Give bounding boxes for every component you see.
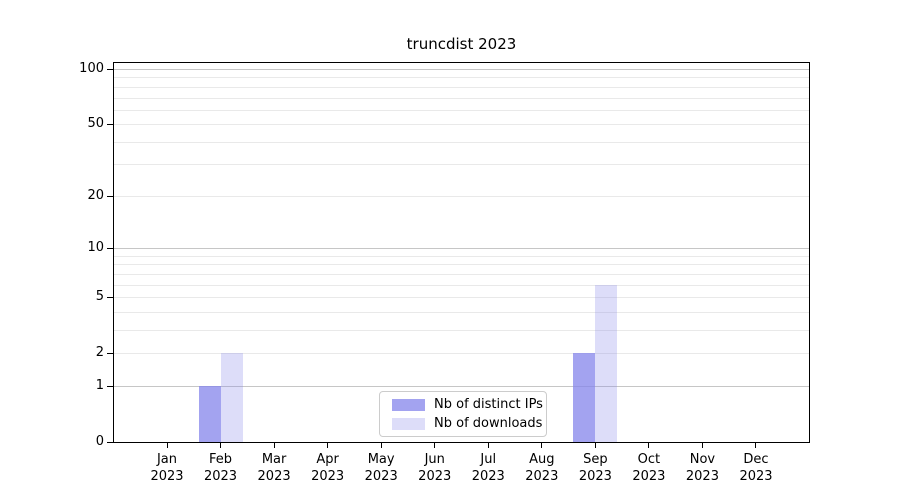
y-gridline-minor: [114, 264, 809, 266]
x-tick-label: Apr 2023: [311, 452, 345, 484]
x-tick-mark: [273, 443, 275, 448]
x-tick-mark: [380, 443, 382, 448]
x-tick-mark: [594, 443, 596, 448]
x-tick-mark: [166, 443, 168, 448]
bar-downloads: [220, 353, 243, 442]
x-tick-label: Jul 2023: [471, 452, 505, 484]
y-tick-label: 50: [87, 116, 104, 132]
x-tick-label: Aug 2023: [525, 452, 559, 484]
x-tick-label: Dec 2023: [739, 452, 773, 484]
y-gridline-major: [114, 248, 809, 250]
y-gridline-minor: [114, 353, 809, 355]
y-tick-label: 2: [95, 345, 104, 361]
y-gridline-major: [114, 69, 809, 70]
y-gridline-minor: [114, 284, 809, 286]
x-tick-mark: [755, 443, 757, 448]
y-tick-mark: [107, 353, 113, 355]
y-gridline-minor: [114, 109, 809, 111]
plot-area: Nb of distinct IPs Nb of downloads: [113, 62, 810, 443]
y-gridline-minor: [114, 124, 809, 126]
x-tick-mark: [648, 443, 650, 448]
legend-label: Nb of distinct IPs: [434, 397, 543, 412]
y-gridline-minor: [114, 297, 809, 299]
y-gridline-major: [114, 385, 809, 387]
y-tick-mark: [107, 385, 113, 387]
y-gridline-minor: [114, 86, 809, 88]
y-gridline-minor: [114, 311, 809, 313]
x-tick-mark: [701, 443, 703, 448]
y-gridline-minor: [114, 329, 809, 331]
chart-title: truncdist 2023: [406, 35, 517, 53]
y-gridline-minor: [114, 195, 809, 197]
x-tick-label: Jun 2023: [418, 452, 452, 484]
legend-swatch-distinct-ips-icon: [392, 398, 425, 411]
x-tick-label: Nov 2023: [685, 452, 719, 484]
y-tick-label: 5: [95, 289, 104, 305]
y-tick-label: 100: [79, 61, 104, 76]
legend-swatch-downloads-icon: [392, 417, 425, 430]
y-gridline-minor: [114, 273, 809, 275]
y-tick-mark: [107, 124, 113, 126]
y-tick-mark: [107, 248, 113, 250]
bar-downloads: [595, 285, 618, 442]
x-tick-label: Oct 2023: [632, 452, 666, 484]
y-gridline-minor: [114, 77, 809, 79]
legend-label: Nb of downloads: [434, 416, 543, 431]
x-tick-label: Sep 2023: [578, 452, 612, 484]
x-tick-mark: [434, 443, 436, 448]
y-tick-label: 1: [95, 377, 104, 393]
y-tick-mark: [107, 442, 113, 443]
y-tick-mark: [107, 69, 113, 70]
y-gridline-minor: [114, 97, 809, 99]
x-tick-label: Jan 2023: [150, 452, 184, 484]
x-tick-label: May 2023: [364, 452, 398, 484]
x-tick-mark: [327, 443, 329, 448]
legend: Nb of distinct IPs Nb of downloads: [379, 391, 547, 437]
y-tick-label: 10: [87, 240, 104, 256]
y-tick-label: 20: [87, 187, 104, 203]
x-tick-mark: [487, 443, 489, 448]
y-gridline-minor: [114, 164, 809, 166]
bar-distinct-ips: [198, 386, 221, 442]
x-tick-label: Mar 2023: [257, 452, 291, 484]
y-tick-label: 0: [95, 434, 104, 449]
y-gridline-minor: [114, 141, 809, 143]
bar-distinct-ips: [573, 353, 596, 442]
y-gridline-minor: [114, 255, 809, 257]
x-tick-label: Feb 2023: [203, 452, 238, 484]
y-tick-mark: [107, 195, 113, 197]
x-tick-mark: [220, 443, 222, 448]
x-tick-mark: [541, 443, 543, 448]
legend-item: Nb of distinct IPs: [380, 397, 546, 412]
y-tick-mark: [107, 297, 113, 299]
legend-item: Nb of downloads: [380, 416, 546, 431]
